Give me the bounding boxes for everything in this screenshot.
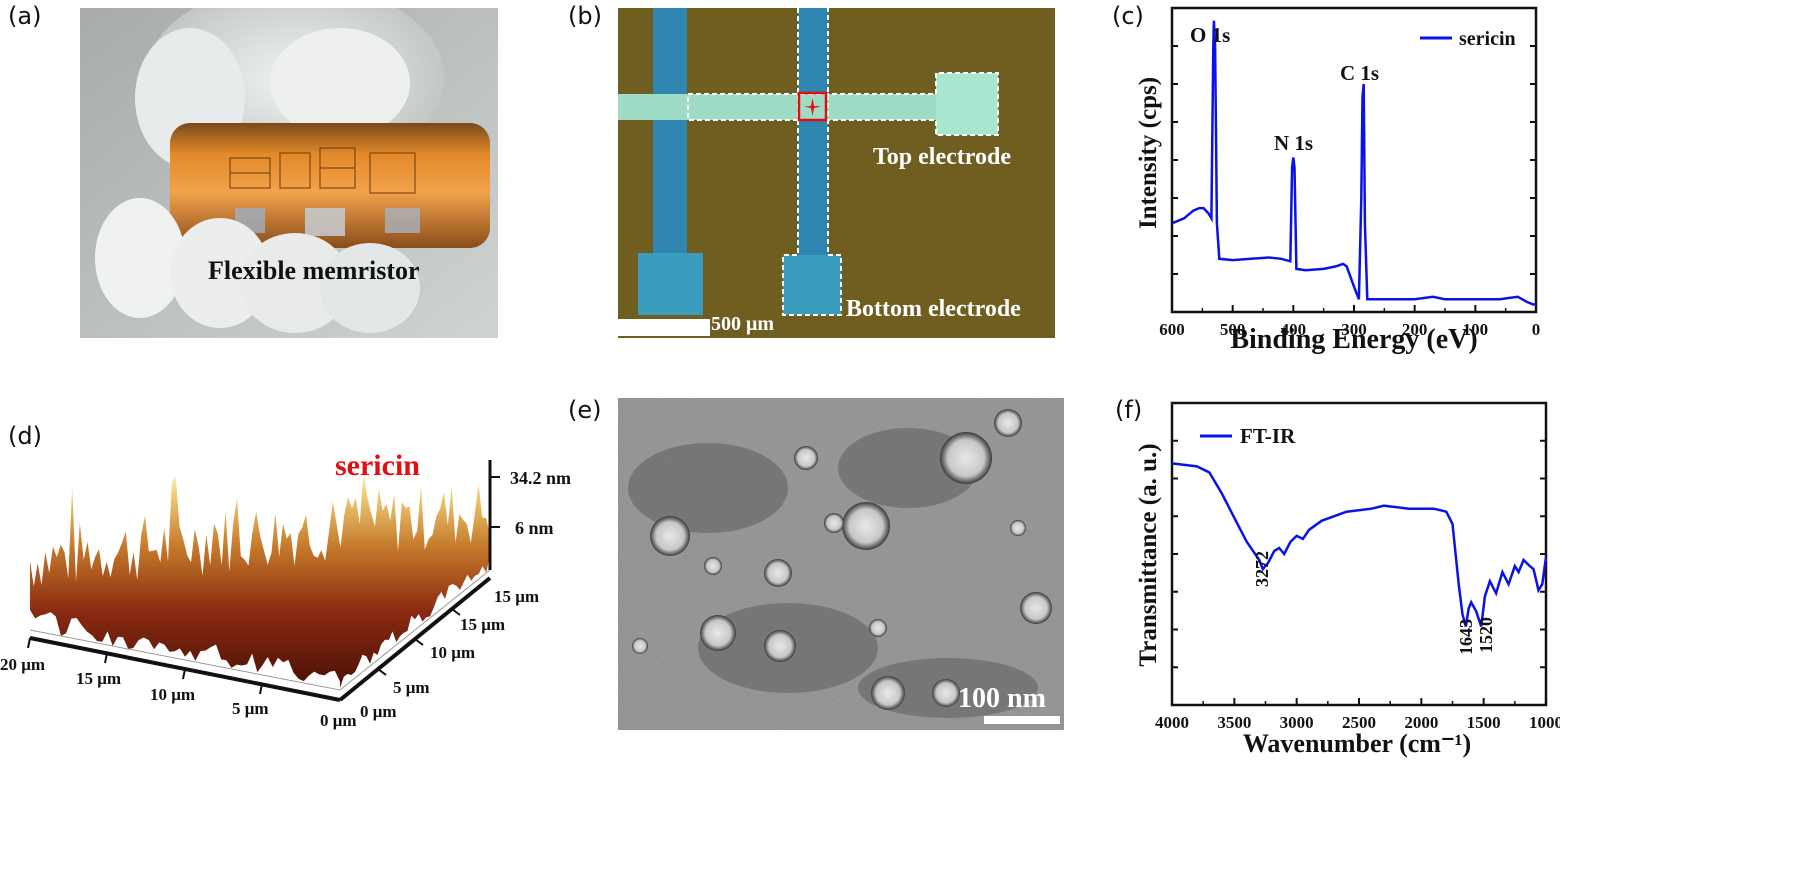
xps-chart: 600 500 400 300 200 100 0 O 1s N 1s C 1s seric… <box>1135 6 1541 355</box>
afm-x-tick-10: 10 μm <box>150 685 195 704</box>
ftir-x-tick-label: 4000 <box>1155 713 1189 732</box>
afm-y-tick-10: 10 μm <box>430 643 475 662</box>
ftir-x-tick-label: 3000 <box>1280 713 1314 732</box>
afm-x-tick-5: 5 μm <box>232 699 269 718</box>
xps-y-axis-label: Intensity (cps) <box>1135 77 1162 229</box>
panel-d-letter: (d) <box>8 422 42 450</box>
panel-b-bottom-electrode-label: Bottom electrode <box>846 296 1021 322</box>
ftir-x-tick-label: 3500 <box>1217 713 1251 732</box>
panel-a-letter: (a) <box>8 2 42 30</box>
xps-x-tick-label: 400 <box>1281 320 1307 339</box>
afm-x-tick-20: 20 μm <box>0 655 45 674</box>
xps-x-tick-label: 600 <box>1159 320 1185 339</box>
afm-x-tick-0: 0 μm <box>320 711 357 730</box>
panel-b-scale-label: 500 μm <box>711 313 774 335</box>
xps-frame <box>1170 6 1538 314</box>
panel-b-letter: (b) <box>568 2 602 30</box>
ftir-peak-3272: 3272 <box>1252 551 1272 587</box>
xps-series-line <box>1171 20 1536 306</box>
afm-y-tick-15b: 15 μm <box>494 587 539 606</box>
afm-y-tick-0: 0 μm <box>360 702 397 721</box>
xps-x-tick-label: 500 <box>1220 320 1246 339</box>
panel-e-scale-label: 100 nm <box>958 683 1046 714</box>
ftir-x-tick-label: 2500 <box>1342 713 1376 732</box>
ftir-x-tick-label: 1000 <box>1529 713 1560 732</box>
panel-a-photo: Flexible memristor <box>80 8 498 338</box>
ftir-frame <box>1170 401 1548 707</box>
xps-x-tick-label: 300 <box>1341 320 1367 339</box>
xps-axes <box>1170 6 1538 314</box>
afm-surface <box>30 470 490 688</box>
ftir-series-line <box>1171 462 1548 627</box>
xps-x-axis-label: Binding Energy (eV) <box>1230 324 1477 355</box>
ftir-x-axis-label: Wavenumber (cm⁻¹) <box>1243 729 1471 758</box>
ftir-ticks: 4000 3500 3000 2500 2000 1500 1000 <box>1155 402 1560 732</box>
afm-z-tick-max: 34.2 nm <box>510 468 571 488</box>
panel-a-label: Flexible memristor <box>208 256 420 285</box>
ftir-peak-1520: 1520 <box>1476 617 1496 653</box>
afm-y-tick-5: 5 μm <box>393 678 430 697</box>
ftir-legend-label: FT-IR <box>1240 424 1296 448</box>
panel-e-tem-image: 100 nm <box>618 398 1064 730</box>
panel-b-micrograph: Top electrode Bottom electrode 500 μm <box>618 8 1055 338</box>
xps-x-tick-label: 100 <box>1463 320 1489 339</box>
xps-peak-n1s: N 1s <box>1274 131 1313 155</box>
afm-z-tick-min: 6 nm <box>515 518 554 538</box>
panel-f-letter: (f) <box>1115 396 1143 424</box>
xps-x-tick-label: 0 <box>1532 320 1541 339</box>
xps-legend-label: sericin <box>1459 28 1516 50</box>
xps-x-tick-label: 200 <box>1402 320 1428 339</box>
ftir-peak-1643: 1643 <box>1456 619 1476 655</box>
panel-b-top-electrode-label: Top electrode <box>873 144 1011 170</box>
panel-e-letter: (e) <box>568 396 602 424</box>
ftir-chart: 4000 3500 3000 2500 2000 1500 1000 FT-IR 3272 … <box>1135 401 1560 758</box>
xps-ticks: 600 500 400 300 200 100 0 <box>1159 7 1541 339</box>
ftir-x-tick-label: 1500 <box>1467 713 1501 732</box>
ftir-x-tick-label: 2000 <box>1404 713 1438 732</box>
ftir-y-axis-label: Transmittance (a. u.) <box>1135 443 1162 666</box>
afm-y-tick-15a: 15 μm <box>460 615 505 634</box>
xps-peak-o1s: O 1s <box>1190 23 1230 47</box>
panel-c-letter: (c) <box>1112 2 1144 30</box>
afm-x-tick-15: 15 μm <box>76 669 121 688</box>
afm-3d-surface: 34.2 nm 6 nm 20 μm 15 μm 10 μm 5 μm 0 μm… <box>0 449 571 730</box>
afm-title: sericin <box>335 449 420 482</box>
ftir-axes <box>1170 401 1548 707</box>
xps-peak-c1s: C 1s <box>1340 61 1379 85</box>
